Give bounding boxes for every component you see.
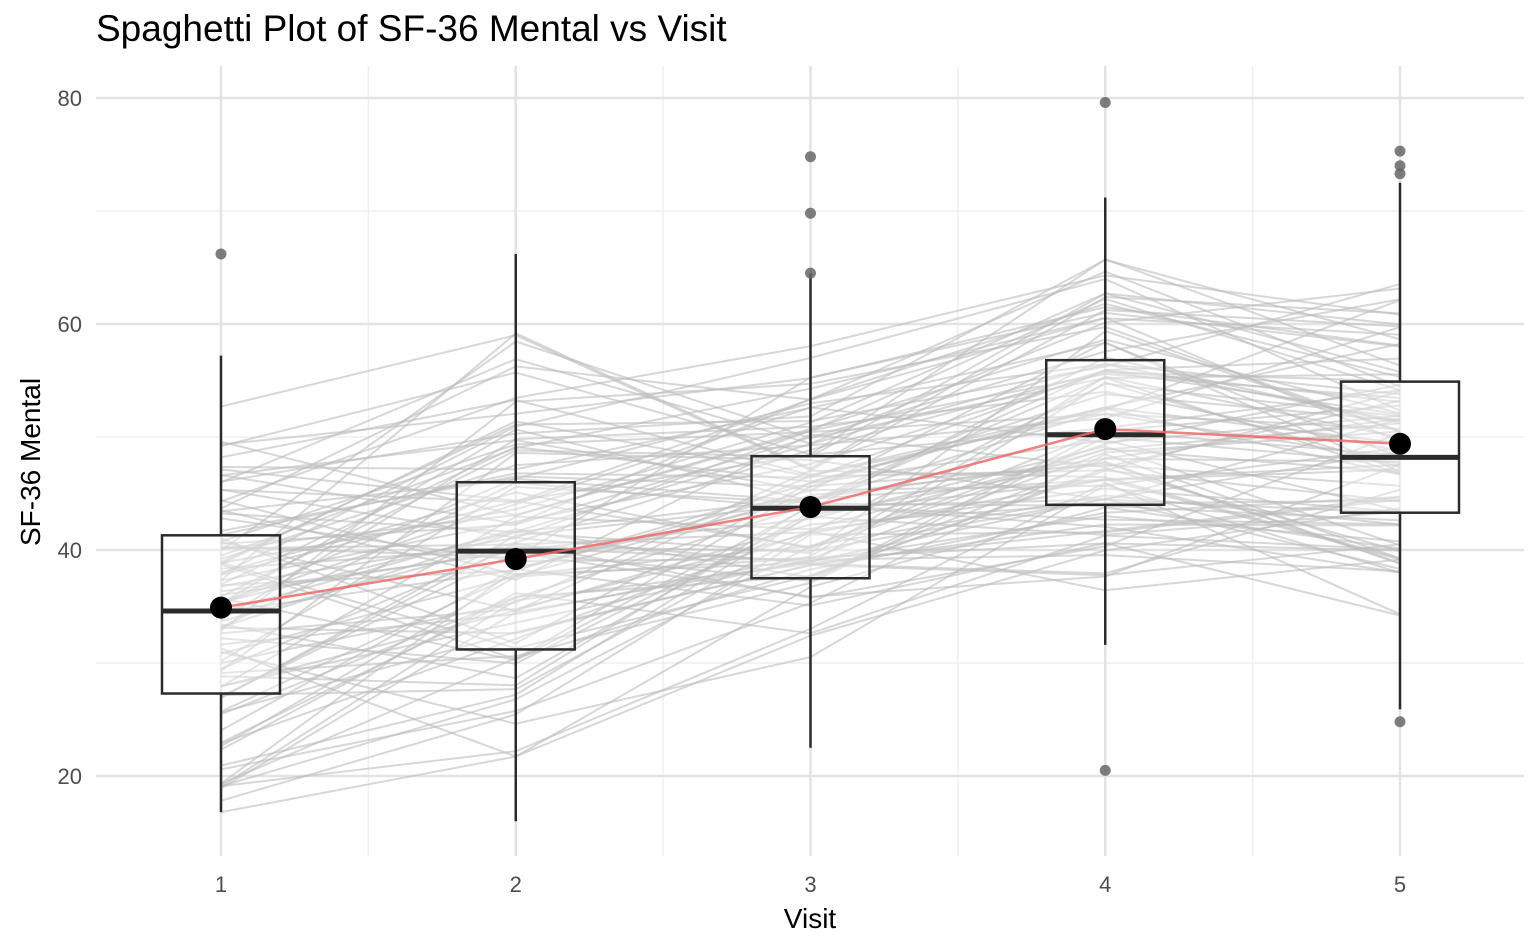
subject-line [220,494,1401,788]
subject-line [220,398,1401,476]
x-tick-label: 1 [215,872,227,897]
outlier-point [215,248,227,260]
mean-point [1094,418,1117,441]
outlier-point [1394,168,1406,180]
mean-point [210,596,232,619]
outlier-point [1394,160,1406,172]
mean-layer [210,418,1411,619]
subject-line [220,447,1401,574]
subject-line [220,469,1401,716]
mean-point [1389,432,1411,455]
mean-point [504,548,527,571]
outlier-point [1394,716,1406,728]
y-tick-label: 40 [58,538,82,563]
axis-layer: 20 40 60 80 1 2 3 4 5 [58,86,1407,897]
subject-line [220,341,1401,492]
x-axis-title: Visit [784,903,837,934]
outlier-point [1099,97,1111,109]
mean-point [799,496,822,519]
outlier-point [805,267,816,279]
subject-line [220,407,1401,645]
y-tick-label: 20 [58,764,82,789]
outlier-point [1099,764,1111,776]
subject-line [220,543,1401,714]
y-tick-label: 80 [58,86,82,111]
subject-line [220,422,1401,688]
subject-line [220,296,1401,582]
subject-line [220,371,1401,582]
subject-line [220,375,1401,646]
outlier-point [805,151,816,163]
x-tick-label: 4 [1099,872,1111,897]
x-tick-label: 5 [1394,872,1406,897]
outlier-point [805,207,816,219]
subject-line [220,309,1401,472]
spaghetti-layer [220,258,1401,814]
x-tick-label: 2 [510,872,522,897]
subject-line [220,498,1401,802]
subject-line [220,554,1401,688]
subject-line [220,463,1401,661]
outlier-point [1394,145,1406,157]
x-tick-label: 3 [804,872,816,897]
y-axis-title: SF-36 Mental [15,378,46,546]
subject-line [220,450,1401,670]
y-tick-label: 60 [58,312,82,337]
chart-title: Spaghetti Plot of SF-36 Mental vs Visit [96,8,727,49]
